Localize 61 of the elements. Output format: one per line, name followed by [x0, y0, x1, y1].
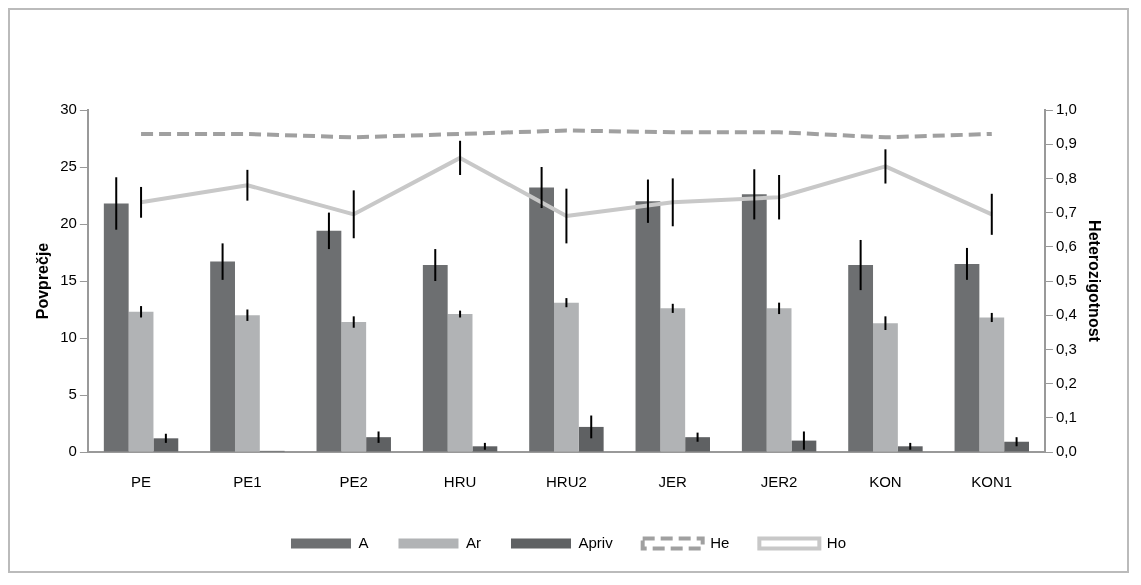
x-tick-label: JER2: [760, 473, 798, 491]
bar: [234, 315, 260, 452]
bar: [554, 302, 579, 452]
bar: [660, 308, 686, 452]
legend-label: Ho: [826, 533, 847, 551]
bar: [578, 426, 604, 452]
x-tick-label: PE2: [339, 473, 368, 491]
y-tick-label: 0: [68, 442, 77, 460]
y2-tick-label: 0,6: [1055, 236, 1077, 254]
bar: [1004, 441, 1029, 452]
x-tick-label: JER: [658, 473, 688, 491]
bar: [153, 438, 179, 452]
y2-tick-label: 0,2: [1055, 373, 1077, 391]
y-tick-label: 5: [68, 385, 77, 403]
y-tick-label: 25: [60, 157, 77, 175]
bar: [873, 323, 898, 452]
y2-tick-label: 0,8: [1055, 168, 1077, 186]
bar: [741, 194, 767, 452]
bar: [685, 437, 710, 452]
bar: [766, 308, 792, 452]
bar: [316, 230, 342, 452]
bar: [529, 187, 555, 452]
legend-label: He: [710, 533, 730, 551]
bar: [472, 446, 498, 452]
bar: [447, 314, 473, 452]
bar: [422, 265, 448, 452]
y-tick-label: 15: [60, 271, 77, 289]
legend-label: Ar: [465, 533, 481, 551]
line-series: [139, 128, 994, 140]
bar: [897, 446, 923, 452]
y-tick-label: 10: [60, 328, 77, 346]
y-tick-label: 30: [60, 100, 77, 118]
legend-label: Apriv: [578, 533, 614, 551]
bar: [979, 317, 1005, 452]
y2-tick-label: 0,4: [1055, 305, 1077, 323]
legend-label: A: [358, 533, 369, 551]
bar: [210, 261, 235, 452]
bar: [366, 437, 391, 452]
y2-tick-label: 0,9: [1055, 134, 1077, 152]
bar: [848, 265, 874, 452]
y2-tick-label: 0,5: [1055, 271, 1077, 289]
x-tick-label: PE: [131, 473, 152, 491]
x-tick-label: KON1: [971, 473, 1013, 491]
y2-tick-label: 1,0: [1055, 100, 1077, 118]
x-tick-label: HRU: [443, 473, 477, 491]
bar: [341, 322, 367, 452]
y2-tick-label: 0,3: [1055, 339, 1077, 357]
y2-tick-label: 0,7: [1055, 202, 1077, 220]
bar: [791, 440, 817, 452]
x-tick-label: HRU2: [545, 473, 587, 491]
bar: [103, 203, 129, 452]
y2-tick-label: 0,0: [1055, 442, 1077, 460]
x-tick-label: PE1: [233, 473, 262, 491]
bar: [635, 201, 661, 452]
x-tick-label: KON: [869, 473, 902, 491]
bar: [954, 263, 980, 452]
y-tick-label: 20: [60, 214, 77, 232]
bar: [128, 311, 154, 452]
y2-tick-label: 0,1: [1055, 407, 1077, 425]
y-axis-title: Povprečje: [34, 242, 52, 320]
y2-axis-title: Heterozigotnost: [1085, 220, 1103, 343]
